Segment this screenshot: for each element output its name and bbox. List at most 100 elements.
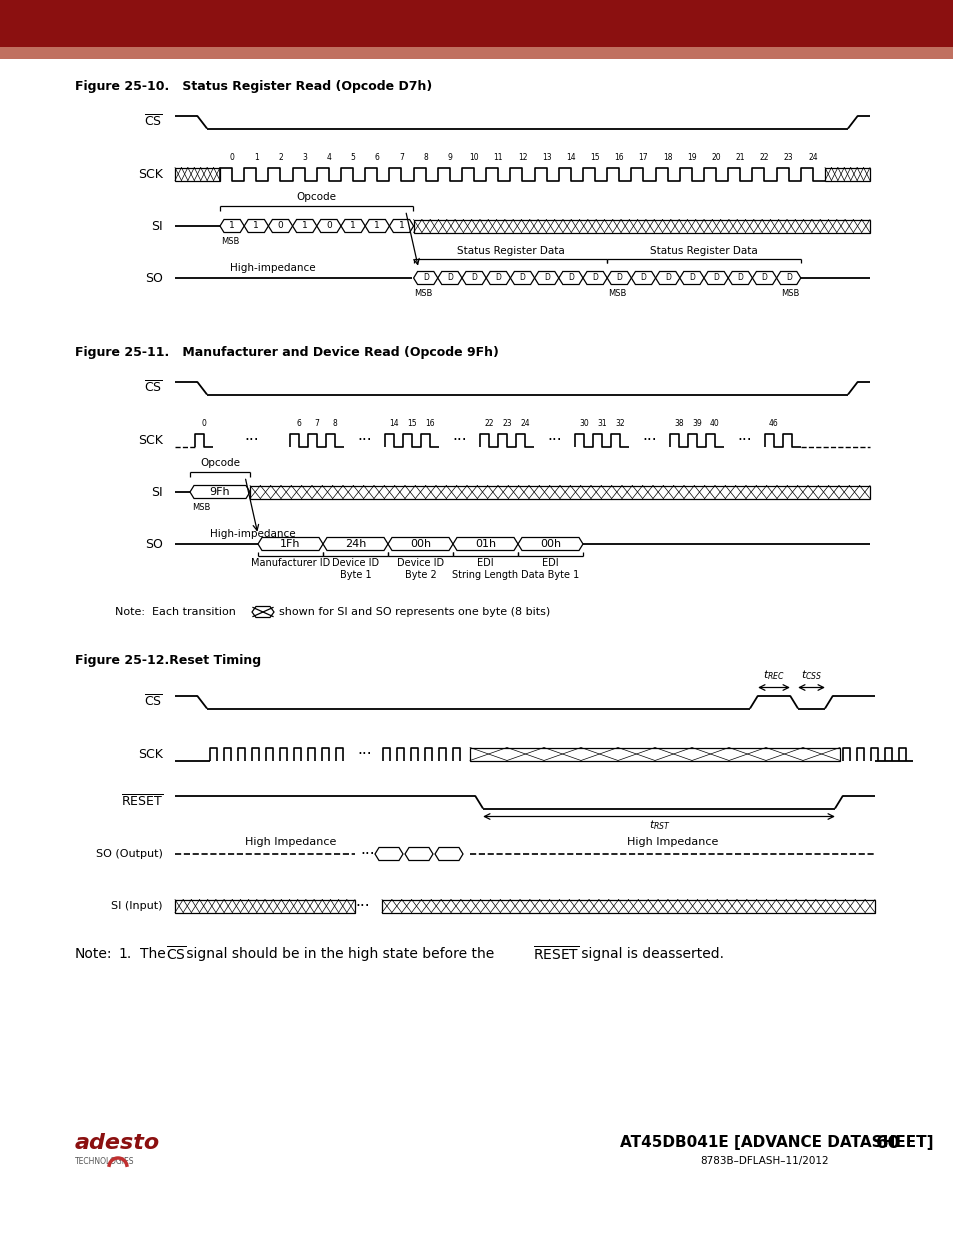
- Text: signal should be in the high state before the: signal should be in the high state befor…: [182, 947, 498, 961]
- Text: 1Fh: 1Fh: [280, 538, 300, 550]
- Text: Device ID
Byte 2: Device ID Byte 2: [396, 558, 443, 580]
- Text: 9Fh: 9Fh: [210, 487, 230, 496]
- Text: ···: ···: [355, 899, 370, 914]
- Text: Figure 25-11.   Manufacturer and Device Read (Opcode 9Fh): Figure 25-11. Manufacturer and Device Re…: [75, 346, 498, 359]
- Polygon shape: [534, 272, 558, 284]
- Polygon shape: [582, 272, 606, 284]
- Polygon shape: [190, 485, 250, 499]
- Text: 21: 21: [735, 153, 744, 163]
- Text: 15: 15: [407, 420, 416, 429]
- Text: 19: 19: [686, 153, 696, 163]
- Text: Manufacturer ID: Manufacturer ID: [251, 558, 330, 568]
- Polygon shape: [414, 272, 437, 284]
- Text: adesto: adesto: [75, 1132, 160, 1153]
- Polygon shape: [558, 272, 582, 284]
- Bar: [470, 747, 840, 761]
- Polygon shape: [435, 847, 462, 861]
- Text: D: D: [760, 273, 766, 283]
- Text: 12: 12: [517, 153, 527, 163]
- Polygon shape: [244, 220, 268, 232]
- Text: D: D: [688, 273, 694, 283]
- Text: 31: 31: [597, 420, 606, 429]
- Text: High Impedance: High Impedance: [626, 837, 718, 847]
- Text: D: D: [422, 273, 428, 283]
- Text: D: D: [543, 273, 549, 283]
- Text: 24: 24: [807, 153, 817, 163]
- Text: 17: 17: [638, 153, 648, 163]
- Polygon shape: [437, 272, 461, 284]
- Text: 20: 20: [711, 153, 720, 163]
- Text: MSB: MSB: [415, 289, 433, 299]
- Text: ···: ···: [547, 432, 561, 447]
- Polygon shape: [388, 537, 453, 551]
- Text: 8: 8: [423, 153, 428, 163]
- Text: SI (Input): SI (Input): [112, 902, 163, 911]
- Text: 0: 0: [230, 153, 234, 163]
- Polygon shape: [655, 272, 679, 284]
- Polygon shape: [340, 220, 365, 232]
- Polygon shape: [293, 220, 316, 232]
- Text: 1: 1: [398, 221, 404, 231]
- Text: Opcode: Opcode: [200, 458, 240, 468]
- Text: 14: 14: [389, 420, 398, 429]
- Polygon shape: [703, 272, 727, 284]
- Text: $\overline{\mathrm{CS}}$: $\overline{\mathrm{CS}}$: [166, 945, 186, 963]
- Text: 0: 0: [277, 221, 283, 231]
- Text: 2: 2: [278, 153, 283, 163]
- Text: The: The: [140, 947, 170, 961]
- Text: High Impedance: High Impedance: [245, 837, 336, 847]
- Polygon shape: [679, 272, 703, 284]
- Text: MSB: MSB: [781, 289, 799, 299]
- Text: ···: ···: [641, 432, 656, 447]
- Bar: [174, 899, 355, 913]
- Text: 16: 16: [614, 153, 623, 163]
- Text: 1.: 1.: [118, 947, 132, 961]
- Text: Note:  Each transition: Note: Each transition: [115, 606, 235, 618]
- Polygon shape: [252, 606, 274, 618]
- Bar: [824, 168, 869, 180]
- Text: Opcode: Opcode: [296, 193, 336, 203]
- Text: 6: 6: [375, 153, 379, 163]
- Text: 46: 46: [768, 420, 778, 429]
- Text: 60: 60: [875, 1134, 900, 1152]
- Text: 40: 40: [709, 420, 720, 429]
- Text: $\overline{\mathrm{RESET}}$: $\overline{\mathrm{RESET}}$: [533, 945, 578, 963]
- Text: Figure 25-10.   Status Register Read (Opcode D7h): Figure 25-10. Status Register Read (Opco…: [75, 80, 432, 93]
- Polygon shape: [752, 272, 776, 284]
- Text: D: D: [447, 273, 453, 283]
- Text: SI: SI: [152, 220, 163, 232]
- Polygon shape: [323, 537, 388, 551]
- Text: SCK: SCK: [138, 747, 163, 761]
- Text: D: D: [785, 273, 791, 283]
- Polygon shape: [375, 847, 402, 861]
- Text: AT45DB041E [ADVANCE DATASHEET]: AT45DB041E [ADVANCE DATASHEET]: [619, 1135, 933, 1151]
- Text: MSB: MSB: [192, 504, 211, 513]
- Text: 7: 7: [398, 153, 403, 163]
- Polygon shape: [257, 537, 323, 551]
- Text: ···: ···: [356, 432, 372, 447]
- Text: 22: 22: [759, 153, 768, 163]
- Text: 39: 39: [691, 420, 701, 429]
- Text: 38: 38: [674, 420, 683, 429]
- Text: $t_{CSS}$: $t_{CSS}$: [800, 668, 821, 682]
- Text: $t_{REC}$: $t_{REC}$: [762, 668, 784, 682]
- Text: ···: ···: [737, 432, 751, 447]
- Text: 13: 13: [541, 153, 551, 163]
- Text: 1: 1: [350, 221, 355, 231]
- Text: 7: 7: [314, 420, 319, 429]
- Text: Note:: Note:: [75, 947, 112, 961]
- Text: 23: 23: [501, 420, 511, 429]
- Text: High-impedance: High-impedance: [210, 529, 295, 538]
- Text: 4: 4: [326, 153, 331, 163]
- Text: 14: 14: [565, 153, 575, 163]
- Text: High-impedance: High-impedance: [230, 263, 315, 273]
- Text: Status Register Data: Status Register Data: [456, 246, 563, 256]
- Text: 3: 3: [302, 153, 307, 163]
- Text: 18: 18: [662, 153, 672, 163]
- Text: 8: 8: [333, 420, 337, 429]
- Text: MSB: MSB: [221, 237, 239, 247]
- Polygon shape: [776, 272, 800, 284]
- Polygon shape: [365, 220, 389, 232]
- Text: 32: 32: [615, 420, 624, 429]
- Text: D: D: [519, 273, 525, 283]
